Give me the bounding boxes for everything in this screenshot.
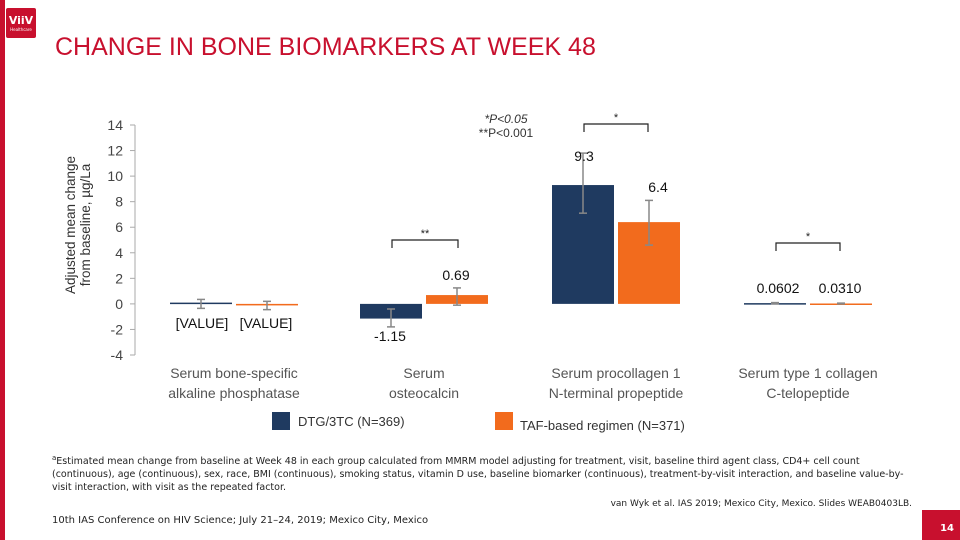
legend-swatch-dtg3tc: [272, 412, 290, 430]
data-label: [VALUE]: [240, 315, 293, 331]
logo-text: ViiV: [8, 13, 34, 27]
page-number: 14: [922, 510, 960, 540]
y-tick-label: 12: [107, 143, 123, 159]
y-tick-label: -4: [111, 347, 124, 363]
y-tick-label: 8: [115, 194, 123, 210]
significance-note-line2: **P<0.001: [479, 126, 534, 140]
left-bar: [0, 0, 44, 540]
footnote-text: Estimated mean change from baseline at W…: [52, 456, 904, 494]
y-tick-label: 6: [115, 219, 123, 235]
y-tick-label: 4: [115, 245, 123, 261]
y-tick-label: 0: [115, 296, 123, 312]
category-label: Serum: [403, 365, 444, 381]
category-label: osteocalcin: [389, 385, 459, 401]
data-label: -1.15: [374, 328, 406, 344]
y-tick-label: 14: [107, 117, 123, 133]
significance-bracket: [583, 123, 649, 132]
y-tick-label: 2: [115, 270, 123, 286]
category-label: Serum type 1 collagen: [738, 365, 877, 381]
footnote: aEstimated mean change from baseline at …: [52, 452, 912, 494]
conference-info: 10th IAS Conference on HIV Science; July…: [52, 515, 429, 526]
data-label: 9.3: [574, 148, 594, 164]
category-label: Serum procollagen 1: [551, 365, 680, 381]
significance-note-line1: *P<0.05: [484, 112, 527, 126]
significance-marker: *: [614, 112, 619, 124]
data-label: 0.0310: [819, 280, 862, 296]
data-label: 0.69: [442, 267, 469, 283]
significance-bracket: [391, 239, 459, 248]
y-tick-label: -2: [111, 321, 124, 337]
category-label: alkaline phosphatase: [168, 385, 300, 401]
significance-marker: *: [806, 231, 811, 243]
data-label: 0.0602: [757, 280, 800, 296]
citation: van Wyk et al. IAS 2019; Mexico City, Me…: [610, 499, 912, 509]
y-axis-label: Adjusted mean changefrom baseline, µg/La: [63, 156, 93, 294]
footnote-marker: a: [52, 454, 57, 462]
legend-swatch-taf: [495, 412, 513, 430]
category-label: C-telopeptide: [766, 385, 849, 401]
data-label: [VALUE]: [176, 315, 229, 331]
logo-subtext: Healthcare: [10, 26, 32, 32]
y-tick-label: 10: [107, 168, 123, 184]
legend-label-taf: TAF-based regimen (N=371): [520, 418, 685, 433]
viiv-logo: ViiV Healthcare: [6, 8, 36, 38]
category-label: N-terminal propeptide: [549, 385, 684, 401]
bone-biomarker-chart: Adjusted mean changefrom baseline, µg/La…: [63, 112, 878, 433]
category-label: Serum bone-specific: [170, 365, 298, 381]
legend-label-dtg3tc: DTG/3TC (N=369): [298, 414, 405, 429]
page-title: CHANGE IN BONE BIOMARKERS AT WEEK 48: [55, 33, 596, 61]
left-accent-bar: [0, 0, 5, 540]
data-label: 6.4: [648, 179, 668, 195]
significance-marker: **: [421, 228, 430, 240]
significance-bracket: [775, 242, 841, 251]
